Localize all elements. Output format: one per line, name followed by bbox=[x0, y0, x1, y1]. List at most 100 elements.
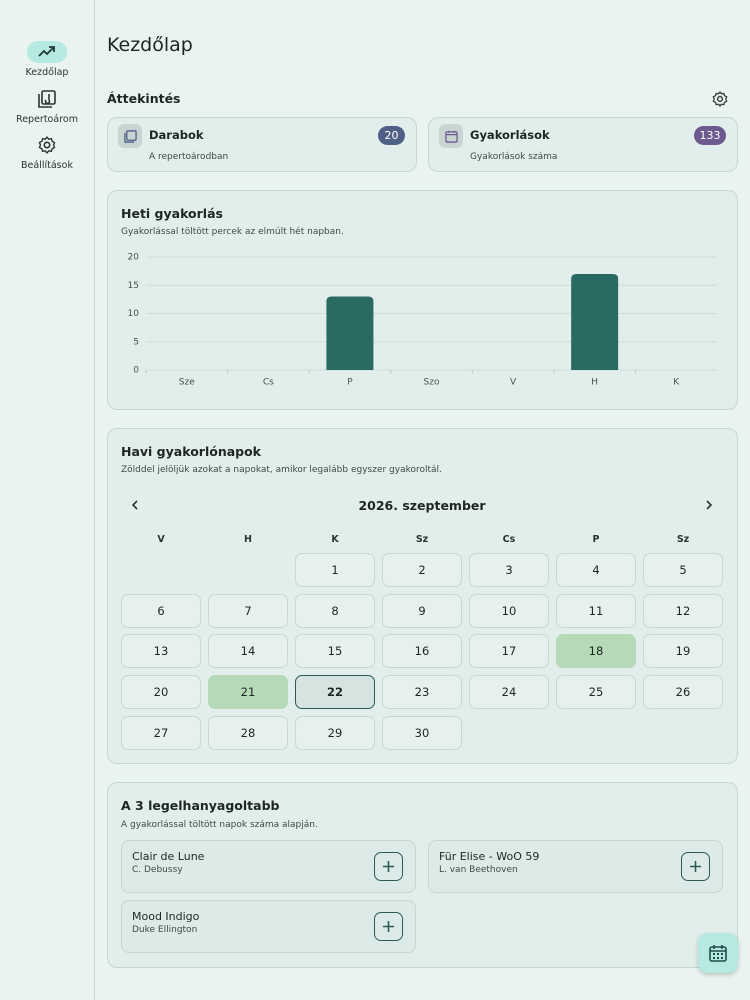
day-cell[interactable]: 1 bbox=[295, 553, 375, 587]
day-cell[interactable]: 23 bbox=[382, 675, 462, 710]
day-cell[interactable]: 7 bbox=[208, 593, 288, 628]
day-cell[interactable]: 15 bbox=[295, 634, 375, 669]
day-cell[interactable]: 13 bbox=[121, 634, 201, 669]
weekday-label: Cs bbox=[502, 534, 516, 545]
glyph bbox=[123, 129, 137, 143]
next-month[interactable] bbox=[703, 499, 715, 511]
nav-label[interactable]: Kezdőlap bbox=[25, 67, 69, 78]
day-cell[interactable]: 6 bbox=[121, 593, 201, 628]
y-tick-label: 0 bbox=[133, 366, 139, 376]
day-cell[interactable]: 19 bbox=[643, 634, 723, 669]
add-practice-button[interactable] bbox=[374, 852, 403, 881]
y-tick-label: 15 bbox=[128, 281, 139, 291]
card-title: Heti gyakorlás bbox=[121, 206, 223, 221]
x-tick-label: V bbox=[510, 378, 517, 388]
weekday-label: Sz bbox=[415, 534, 429, 545]
piece-composer: Duke Ellington bbox=[132, 924, 198, 935]
day-cell[interactable]: 25 bbox=[556, 675, 636, 710]
nav-icon[interactable] bbox=[27, 88, 67, 110]
weekly-chart: 0 5 10 15 20 Sze Cs P Szo V H K bbox=[128, 253, 717, 388]
y-tick-label: 20 bbox=[128, 253, 140, 263]
stat-subtitle: A repertoárodban bbox=[149, 152, 229, 162]
nav-label[interactable]: Beállítások bbox=[21, 160, 73, 171]
stat-count: 133 bbox=[694, 126, 726, 145]
piece-composer: L. van Beethoven bbox=[439, 865, 518, 875]
section-title: Áttekintés bbox=[107, 91, 181, 106]
weekday-label: H bbox=[244, 534, 252, 545]
day-cell[interactable]: 5 bbox=[643, 553, 723, 587]
add-practice-button[interactable] bbox=[374, 911, 403, 941]
calendar-fab[interactable] bbox=[698, 933, 738, 973]
page-title: Kezdőlap bbox=[107, 34, 193, 56]
stat-title: Darabok bbox=[149, 128, 204, 142]
card-subtitle: A gyakorlással töltött napok száma alapj… bbox=[121, 820, 318, 830]
card-subtitle: Zölddel jelöljük azokat a napokat, amiko… bbox=[121, 465, 442, 475]
weekday-label: Sz bbox=[676, 534, 690, 545]
nav-icon[interactable] bbox=[27, 41, 67, 63]
stat-subtitle: Gyakorlások száma bbox=[470, 152, 558, 162]
piece-title: Mood Indigo bbox=[132, 909, 200, 923]
day-cell[interactable]: 22 bbox=[295, 675, 375, 710]
prev-month[interactable] bbox=[129, 499, 141, 511]
nav-glyph bbox=[38, 136, 56, 154]
weekday-label: P bbox=[592, 534, 600, 545]
day-cell[interactable]: 14 bbox=[208, 634, 288, 669]
day-cell[interactable]: 9 bbox=[382, 593, 462, 628]
plus-icon bbox=[690, 861, 701, 872]
day-cell[interactable]: 24 bbox=[469, 675, 549, 710]
x-tick-label: P bbox=[347, 378, 353, 388]
card-title: A 3 legelhanyagoltabb bbox=[121, 798, 280, 813]
y-tick-label: 5 bbox=[133, 337, 139, 347]
nav-glyph bbox=[38, 90, 56, 108]
day-cell[interactable]: 20 bbox=[121, 675, 201, 710]
stat-card[interactable] bbox=[107, 117, 417, 172]
day-cell[interactable]: 27 bbox=[121, 715, 201, 750]
bar bbox=[326, 296, 374, 370]
plus-icon bbox=[383, 861, 394, 872]
settings-button[interactable] bbox=[711, 90, 729, 108]
nav-glyph bbox=[38, 46, 55, 57]
piece-card[interactable] bbox=[121, 899, 416, 953]
day-cell[interactable]: 26 bbox=[643, 675, 723, 710]
x-tick-label: K bbox=[673, 378, 680, 388]
stat-icon bbox=[439, 124, 463, 148]
day-cell[interactable]: 30 bbox=[382, 715, 462, 750]
day-cell[interactable]: 28 bbox=[208, 715, 288, 750]
weekday-label: V bbox=[157, 534, 165, 545]
stat-card[interactable] bbox=[428, 117, 738, 172]
stat-count: 20 bbox=[378, 126, 405, 145]
nav-label[interactable]: Repertoárom bbox=[16, 114, 78, 125]
day-cell[interactable]: 12 bbox=[643, 593, 723, 628]
day-cell[interactable]: 4 bbox=[556, 553, 636, 587]
day-cell[interactable]: 18 bbox=[556, 634, 636, 669]
stat-icon bbox=[118, 124, 142, 148]
day-cell[interactable]: 3 bbox=[469, 553, 549, 587]
bar bbox=[571, 273, 619, 370]
sidebar bbox=[0, 0, 95, 1000]
weekday-label: K bbox=[331, 534, 339, 545]
y-tick-label: 10 bbox=[128, 309, 140, 319]
calendar-icon bbox=[709, 945, 727, 962]
nav-icon[interactable] bbox=[27, 134, 67, 156]
day-cell[interactable]: 11 bbox=[556, 593, 636, 628]
day-cell[interactable]: 10 bbox=[469, 593, 549, 628]
piece-composer: C. Debussy bbox=[132, 865, 183, 875]
x-tick-label: H bbox=[591, 378, 598, 388]
day-cell[interactable]: 8 bbox=[295, 593, 375, 628]
day-cell[interactable]: 21 bbox=[208, 675, 288, 710]
piece-card[interactable] bbox=[428, 840, 723, 893]
plus-icon bbox=[383, 920, 394, 932]
day-cell[interactable]: 17 bbox=[469, 634, 549, 669]
piece-card[interactable] bbox=[121, 840, 416, 893]
stat-title: Gyakorlások bbox=[470, 128, 550, 142]
piece-title: Clair de Lune bbox=[132, 850, 205, 863]
weekly-card bbox=[107, 190, 738, 410]
add-practice-button[interactable] bbox=[681, 852, 710, 881]
day-cell[interactable]: 2 bbox=[382, 553, 462, 587]
x-tick-label: Sze bbox=[179, 378, 195, 388]
x-tick-label: Szo bbox=[424, 378, 440, 388]
day-cell[interactable]: 29 bbox=[295, 715, 375, 750]
glyph bbox=[444, 130, 458, 143]
day-cell[interactable]: 16 bbox=[382, 634, 462, 669]
